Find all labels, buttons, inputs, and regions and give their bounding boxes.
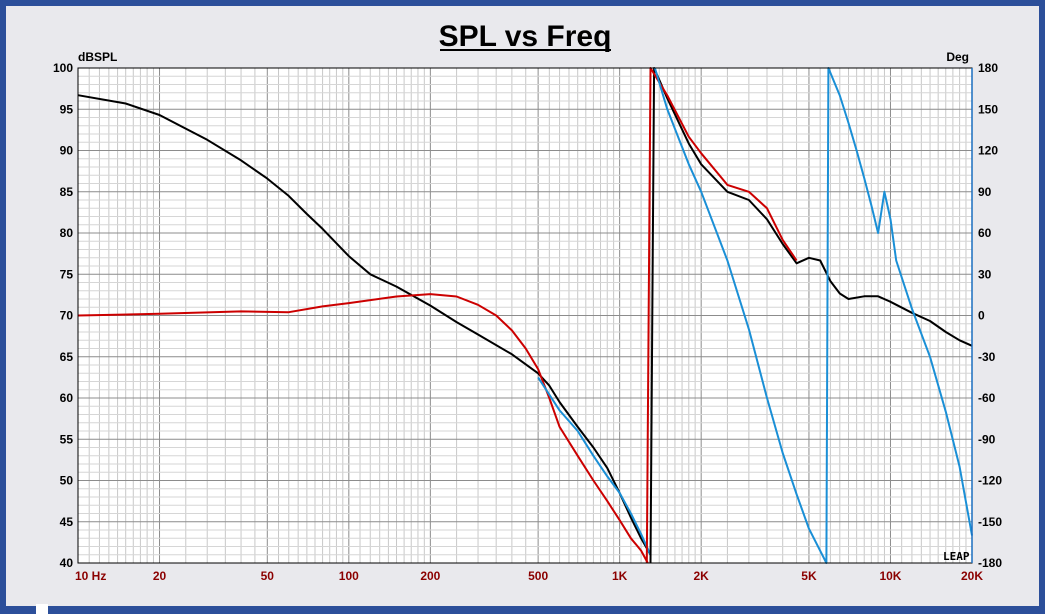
x-tick-label: 50 xyxy=(261,569,275,583)
y-tick-label-left: 75 xyxy=(60,267,74,281)
bottom-tab xyxy=(36,604,48,614)
x-tick-label: 1K xyxy=(612,569,628,583)
spl-curve xyxy=(537,376,652,556)
y-tick-label-right: 0 xyxy=(978,309,985,323)
y-tick-label-left: 60 xyxy=(60,391,74,405)
y-tick-label-right: 90 xyxy=(978,185,992,199)
leap-logo: LEAP xyxy=(943,550,970,563)
y-tick-label-left: 40 xyxy=(60,556,74,570)
y-tick-label-right: 30 xyxy=(978,267,992,281)
y-tick-label-left: 65 xyxy=(60,350,74,364)
x-tick-label: 200 xyxy=(420,569,440,583)
y-tick-label-right: -30 xyxy=(978,350,996,364)
x-tick-label: 20 xyxy=(153,569,167,583)
y-tick-label-right: -60 xyxy=(978,391,996,405)
y-tick-label-left: 80 xyxy=(60,226,74,240)
y-tick-label-left: 90 xyxy=(60,144,74,158)
y-tick-label-left: 100 xyxy=(53,61,73,75)
y-tick-label-left: 50 xyxy=(60,474,74,488)
x-tick-label: 10K xyxy=(879,569,901,583)
y-tick-label-right: -120 xyxy=(978,474,1002,488)
curves xyxy=(77,67,973,564)
y-tick-label-right: -90 xyxy=(978,432,996,446)
x-tick-label: 500 xyxy=(528,569,548,583)
y-tick-label-right: -150 xyxy=(978,515,1002,529)
y-tick-label-left: 55 xyxy=(60,432,74,446)
tick-labels: 100 95 90 85 80 75 70 65 60 55 50 45 40 180 150 120 90 60… xyxy=(53,61,1002,583)
y-axis-label-left: dBSPL xyxy=(78,50,117,64)
y-tick-label-left: 85 xyxy=(60,185,74,199)
grid xyxy=(78,67,972,564)
spl-curve xyxy=(77,94,652,556)
y-tick-label-right: 150 xyxy=(978,102,998,116)
spl-curve xyxy=(77,293,649,564)
y-tick-label-right: 60 xyxy=(978,226,992,240)
chart-title: SPL vs Freq xyxy=(439,20,612,53)
x-tick-label: 100 xyxy=(339,569,359,583)
y-tick-label-left: 95 xyxy=(60,102,74,116)
y-tick-label-left: 70 xyxy=(60,309,74,323)
x-tick-label: 2K xyxy=(694,569,710,583)
phase-curve xyxy=(653,67,973,564)
y-tick-label-right: -180 xyxy=(978,556,1002,570)
y-tick-label-left: 45 xyxy=(60,515,74,529)
y-axis-label-right: Deg xyxy=(946,50,969,64)
x-tick-label: 10 Hz xyxy=(75,569,106,583)
phase-curve xyxy=(649,67,973,564)
x-tick-label: 20K xyxy=(961,569,983,583)
y-tick-label-right: 180 xyxy=(978,61,998,75)
x-tick-label: 5K xyxy=(801,569,817,583)
y-tick-label-right: 120 xyxy=(978,144,998,158)
